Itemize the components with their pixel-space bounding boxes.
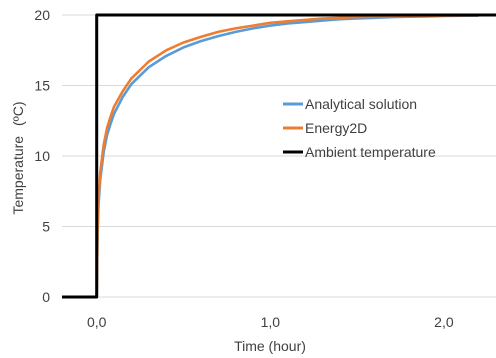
- y-axis-label-main: Temperature: [10, 136, 26, 215]
- x-tick-label: 2,0: [434, 314, 454, 330]
- y-tick-label: 20: [34, 7, 50, 23]
- legend-entry-label: Energy2D: [305, 120, 367, 136]
- legend-entry-label: Analytical solution: [305, 96, 417, 112]
- x-tick-labels: 0,0 1,0 2,0: [87, 314, 454, 330]
- y-tick-label: 10: [34, 148, 50, 164]
- y-axis-label-unit: (ºC): [10, 101, 26, 126]
- series-lines: [62, 13, 496, 299]
- x-tick-label: 0,0: [87, 314, 107, 330]
- legend-entry-label: Ambient temperature: [305, 144, 436, 160]
- series-line-2: [62, 13, 496, 299]
- x-tick-label: 1,0: [261, 314, 281, 330]
- y-tick-labels: 0 5 10 15 20: [34, 7, 50, 305]
- y-tick-label: 0: [42, 289, 50, 305]
- y-tick-label: 5: [42, 219, 50, 235]
- y-tick-label: 15: [34, 78, 50, 94]
- y-axis-label: Temperature (ºC): [10, 101, 26, 214]
- x-axis-label: Time (hour): [234, 338, 306, 354]
- legend: Analytical solution Energy2D Ambient tempe…: [283, 96, 436, 160]
